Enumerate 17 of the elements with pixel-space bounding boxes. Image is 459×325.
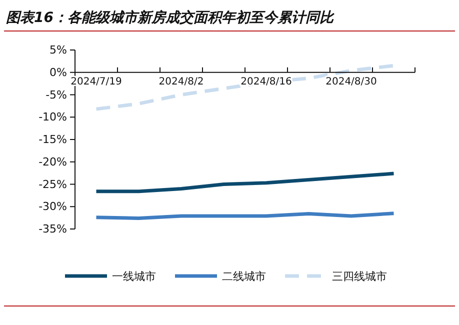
x-tick-label: 2024/8/30	[326, 76, 377, 88]
legend-label: 一线城市	[112, 270, 156, 283]
x-tick-label: 2024/8/2	[158, 76, 204, 88]
line-series	[94, 172, 396, 194]
chart-title: 图表16：各能级城市新房成交面积年初至今累计同比	[6, 9, 336, 26]
y-tick-label: -30%	[38, 200, 67, 214]
legend-label: 二线城市	[222, 270, 266, 283]
y-tick-label: 0%	[50, 66, 67, 79]
y-tick-label: -10%	[38, 110, 67, 124]
x-tick-label: 2024/8/16	[240, 76, 292, 88]
y-tick-label: 5%	[50, 44, 67, 57]
y-tick-label: -5%	[46, 88, 67, 102]
y-tick-label: -15%	[38, 133, 67, 146]
y-tick-label: -20%	[38, 155, 67, 168]
legend-label: 三四线城市	[332, 270, 387, 283]
y-tick-label: -25%	[38, 178, 67, 191]
y-tick-label: -35%	[38, 222, 67, 236]
